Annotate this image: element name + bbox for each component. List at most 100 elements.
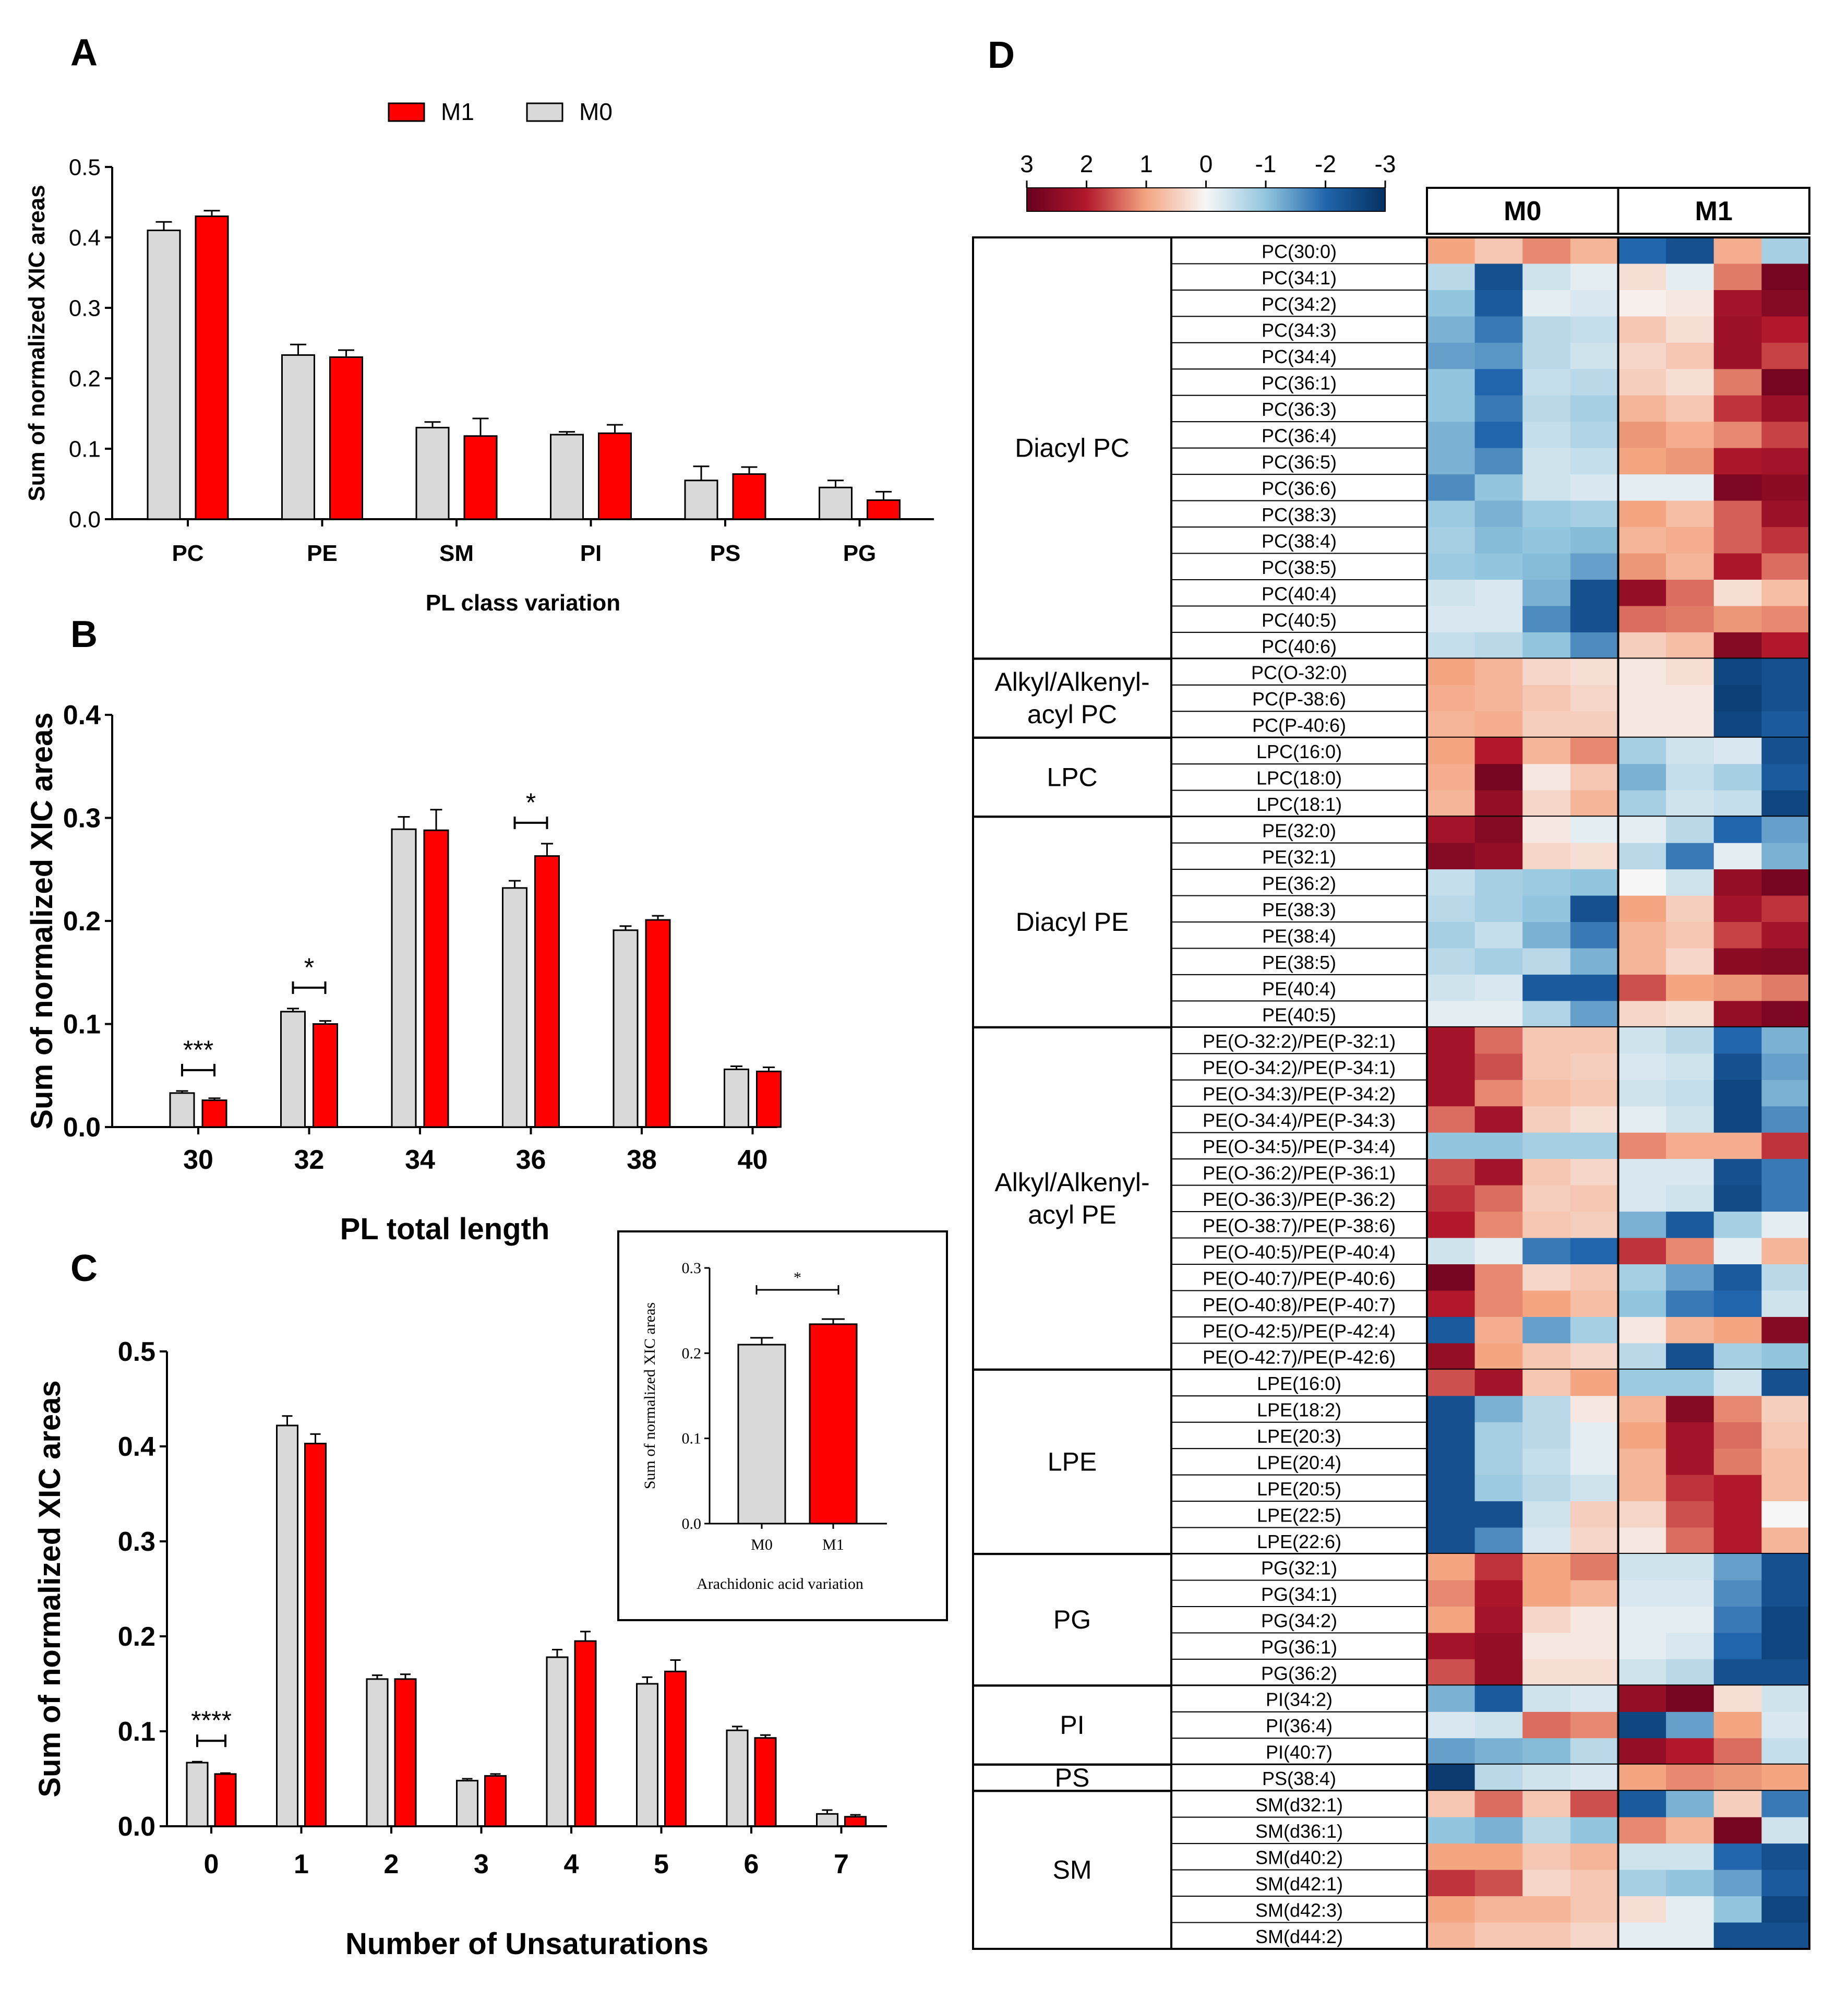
x-tick-label: 32 bbox=[294, 1145, 325, 1175]
heatmap-cell bbox=[1427, 817, 1475, 844]
heatmap-cell bbox=[1666, 1316, 1714, 1344]
heatmap-cell bbox=[1474, 1343, 1523, 1370]
heatmap-cell bbox=[1713, 1053, 1762, 1081]
row-label-box bbox=[1171, 263, 1427, 291]
heatmap-cell bbox=[1618, 1685, 1666, 1712]
bar-m0 bbox=[724, 1068, 749, 1128]
colorbar-tick-label: 1 bbox=[1139, 150, 1153, 177]
heatmap-cell bbox=[1666, 1922, 1714, 1949]
group-label: LPC bbox=[1047, 762, 1097, 792]
heatmap-cell bbox=[1570, 974, 1618, 1001]
row-label-box bbox=[1171, 1553, 1427, 1581]
x-tick-label: 2 bbox=[384, 1849, 399, 1879]
heatmap-cell bbox=[1618, 1791, 1666, 1818]
heatmap-cell bbox=[1570, 290, 1618, 317]
row-label: PC(40:5) bbox=[1262, 609, 1337, 631]
row-label-box bbox=[1171, 1869, 1427, 1897]
y-tick-label: 0.3 bbox=[63, 804, 101, 834]
heatmap-cell bbox=[1666, 1212, 1714, 1239]
heatmap-cell bbox=[1522, 474, 1571, 501]
heatmap-cell bbox=[1474, 1080, 1523, 1107]
column-label-m0: M0 bbox=[1504, 196, 1541, 226]
heatmap-cell bbox=[1713, 1106, 1762, 1133]
heatmap-cell bbox=[1474, 1369, 1523, 1396]
legend: M1 M0 bbox=[388, 98, 613, 125]
heatmap-cell bbox=[1522, 685, 1571, 712]
heatmap-cell bbox=[1713, 1132, 1762, 1159]
heatmap-cell bbox=[1666, 790, 1714, 817]
heatmap-cell bbox=[1474, 422, 1523, 449]
heatmap-cell bbox=[1713, 1659, 1762, 1686]
heatmap-cell bbox=[1618, 869, 1666, 896]
row-label: PE(40:5) bbox=[1262, 1004, 1336, 1026]
heatmap-cell bbox=[1666, 1001, 1714, 1028]
heatmap-cell bbox=[1618, 658, 1666, 686]
row-label: PC(O-32:0) bbox=[1251, 662, 1347, 684]
heatmap-cell bbox=[1522, 1607, 1571, 1633]
heatmap-cell bbox=[1713, 1527, 1762, 1554]
heatmap-cell bbox=[1474, 1764, 1523, 1791]
row-label: PE(O-42:5)/PE(P-42:4) bbox=[1203, 1320, 1396, 1342]
heatmap-cell bbox=[1570, 237, 1618, 264]
x-tick-label: 40 bbox=[738, 1145, 768, 1175]
heatmap-cell bbox=[1761, 817, 1810, 844]
panel-c: C 0.0 0.1 0.2 0.3 0.4 0.5 0 **** 1 2 3 4 5 6 7 Number of… bbox=[33, 1248, 887, 1961]
heatmap-cell bbox=[1427, 500, 1475, 528]
row-label-box bbox=[1171, 1369, 1427, 1397]
heatmap-cell bbox=[1761, 1791, 1810, 1818]
heatmap-cell bbox=[1570, 1369, 1618, 1396]
heatmap-cell bbox=[1713, 395, 1762, 422]
heatmap-cell bbox=[1761, 1396, 1810, 1423]
heatmap-cell bbox=[1427, 974, 1475, 1001]
heatmap-cell bbox=[1618, 685, 1666, 712]
heatmap-cell bbox=[1618, 1501, 1666, 1528]
x-tick-label: PS bbox=[710, 541, 741, 566]
y-tick-label: 0.0 bbox=[118, 1812, 155, 1842]
heatmap-cell bbox=[1474, 1185, 1523, 1212]
heatmap-cell bbox=[1761, 474, 1810, 501]
heatmap-cell bbox=[1713, 1448, 1762, 1476]
heatmap-cell bbox=[1474, 316, 1523, 343]
x-tick-label: 0 bbox=[204, 1849, 219, 1879]
heatmap-cell bbox=[1761, 1343, 1810, 1370]
heatmap-cell bbox=[1474, 843, 1523, 870]
heatmap-cell bbox=[1618, 1159, 1666, 1186]
heatmap-cell bbox=[1570, 1264, 1618, 1291]
bar-m0 bbox=[391, 828, 417, 1128]
heatmap-cell bbox=[1522, 1633, 1571, 1660]
heatmap-cell bbox=[1618, 1764, 1666, 1791]
heatmap-cell bbox=[1474, 395, 1523, 422]
heatmap-cell bbox=[1761, 290, 1810, 317]
heatmap-cell bbox=[1761, 790, 1810, 817]
heatmap-cell bbox=[1522, 1212, 1571, 1239]
heatmap-cell bbox=[1761, 685, 1810, 712]
row-label: PG(34:1) bbox=[1261, 1584, 1337, 1605]
heatmap-cell bbox=[1427, 342, 1475, 369]
heatmap-cell bbox=[1666, 869, 1714, 896]
heatmap-cell bbox=[1666, 606, 1714, 633]
row-label: PE(38:3) bbox=[1262, 899, 1336, 920]
heatmap-cell bbox=[1522, 316, 1571, 343]
row-label: PE(32:1) bbox=[1262, 846, 1336, 868]
heatmap-cell bbox=[1666, 1475, 1714, 1502]
heatmap-cell bbox=[1666, 1711, 1714, 1739]
heatmap-cell bbox=[1761, 1369, 1810, 1396]
heatmap-cell bbox=[1570, 790, 1618, 817]
row-label: SM(d32:1) bbox=[1255, 1794, 1343, 1816]
heatmap-cell bbox=[1761, 1554, 1810, 1581]
heatmap-cell bbox=[1570, 422, 1618, 449]
heatmap-cell bbox=[1666, 711, 1714, 738]
heatmap-cell bbox=[1474, 1685, 1523, 1712]
heatmap-cell bbox=[1570, 1159, 1618, 1186]
heatmap-cell bbox=[1522, 1080, 1571, 1107]
row-label: PC(36:5) bbox=[1262, 451, 1337, 473]
heatmap-cell bbox=[1666, 1159, 1714, 1186]
row-label: PC(30:0) bbox=[1262, 241, 1337, 262]
heatmap-cell bbox=[1570, 316, 1618, 343]
heatmap-cell bbox=[1570, 711, 1618, 738]
y-tick-label: 0.1 bbox=[63, 1010, 101, 1040]
heatmap-cell bbox=[1427, 1554, 1475, 1581]
heatmap-cell bbox=[1666, 1027, 1714, 1054]
heatmap-cell bbox=[1570, 1475, 1618, 1502]
bar-m1 bbox=[754, 1737, 777, 1827]
